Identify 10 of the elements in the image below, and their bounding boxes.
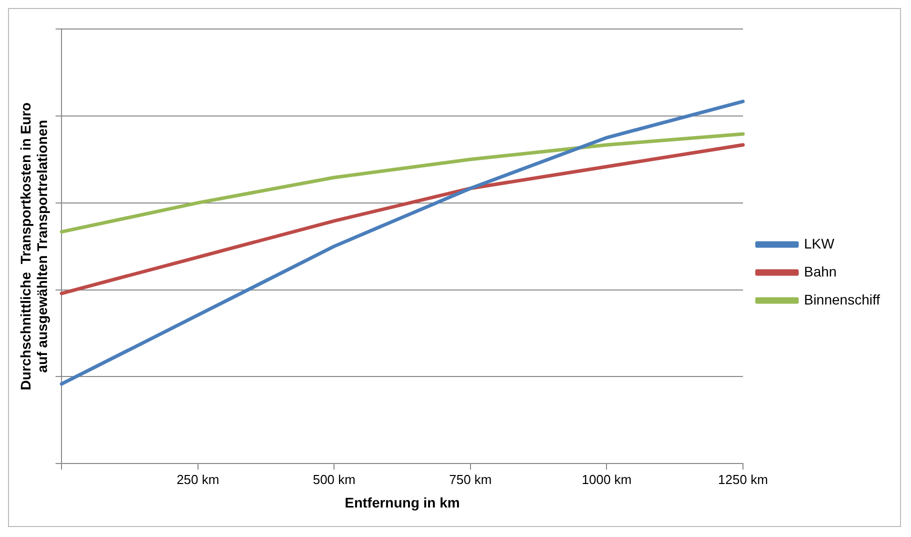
legend-label: LKW: [804, 235, 836, 252]
x-tick-label: 1000 km: [582, 472, 632, 487]
x-tick-label: 500 km: [312, 472, 356, 487]
legend-label: Binnenschiff: [804, 291, 880, 308]
x-tick-label: 750 km: [449, 472, 492, 487]
legend-label: Bahn: [804, 263, 837, 280]
x-tick-label: 250 km: [176, 472, 220, 487]
x-axis-title: Entfernung in km: [344, 494, 460, 510]
y-axis-title: Durchschnittliche Transportkosten in Euro auf ausgewählten Transportrelationen: [17, 102, 50, 390]
x-tick-label: 1250 km: [718, 472, 768, 487]
